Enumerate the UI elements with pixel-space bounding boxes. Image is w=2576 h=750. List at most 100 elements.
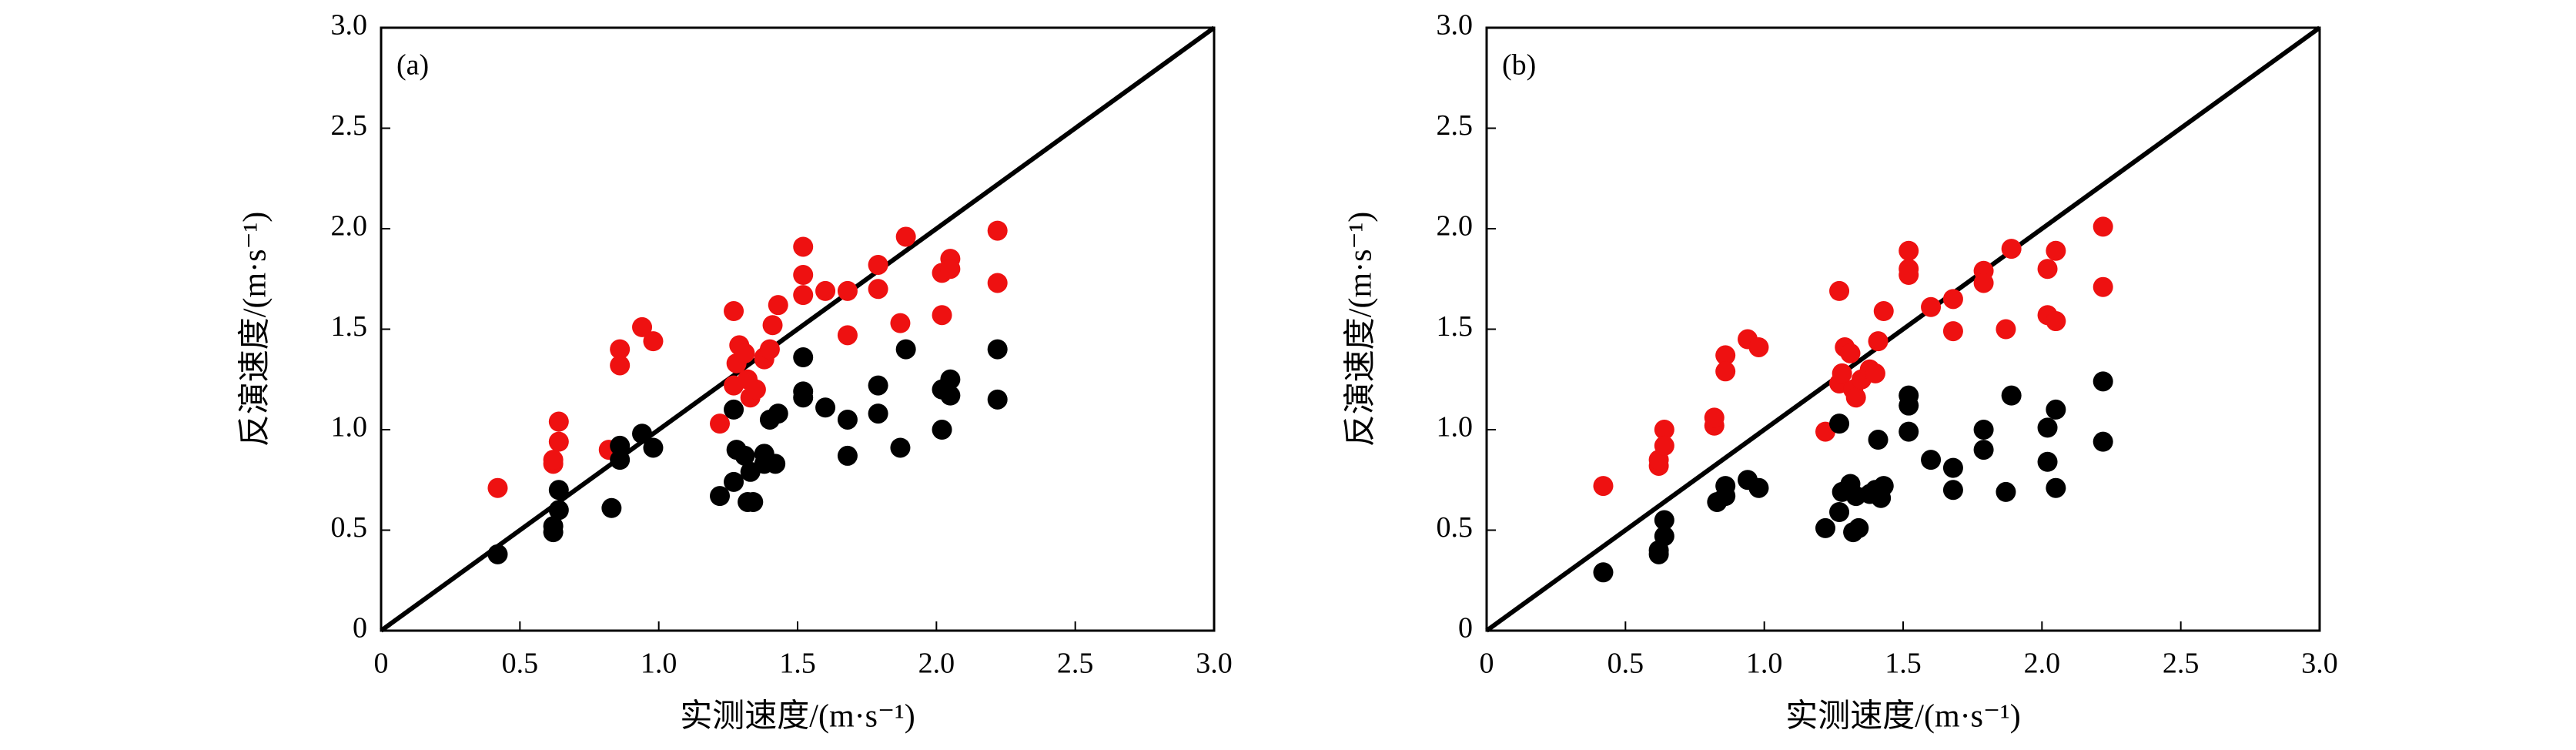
point xyxy=(610,435,631,456)
y-axis-label: 反演速度/(m·s⁻¹) xyxy=(238,212,273,447)
point xyxy=(759,339,780,360)
point xyxy=(2093,371,2113,392)
point xyxy=(895,226,916,247)
point xyxy=(895,339,916,360)
point xyxy=(987,220,1008,241)
point xyxy=(2037,259,2058,280)
x-axis-label: 实测速度/(m·s⁻¹) xyxy=(680,698,915,735)
point xyxy=(1921,296,1942,317)
y-tick-label: 2.5 xyxy=(1437,109,1474,142)
point xyxy=(940,385,961,406)
point xyxy=(745,379,766,400)
point xyxy=(1868,430,1889,450)
point xyxy=(610,355,631,376)
point xyxy=(1873,301,1894,322)
point xyxy=(1899,265,1919,286)
point xyxy=(1973,440,1994,460)
point xyxy=(548,480,569,501)
point xyxy=(793,285,814,306)
point xyxy=(987,389,1008,410)
point xyxy=(1873,476,1894,497)
point xyxy=(1832,363,1852,383)
panel: 0 0.5 1.0 1.5 2.0 2.5 3.0 0 0.5 1.0 1.5 2.0 2.5 3.0 (a… xyxy=(238,9,1233,735)
point xyxy=(987,273,1008,293)
point xyxy=(643,437,664,458)
point xyxy=(548,500,569,521)
y-tick-label: 3.0 xyxy=(331,9,368,42)
point xyxy=(1865,363,1885,383)
point xyxy=(734,343,755,363)
point xyxy=(1815,517,1836,538)
x-tick-label: 0.5 xyxy=(1607,648,1644,680)
point xyxy=(815,280,836,301)
point xyxy=(1973,420,1994,440)
point xyxy=(987,339,1008,360)
point xyxy=(548,411,569,432)
x-tick-label: 1.5 xyxy=(779,648,816,680)
point xyxy=(643,331,664,352)
point xyxy=(724,399,744,420)
point xyxy=(1942,480,1963,501)
point xyxy=(1973,273,1994,293)
y-tick-label: 0 xyxy=(353,612,367,645)
point xyxy=(837,409,858,430)
point xyxy=(793,265,814,286)
y-tick-label: 2.5 xyxy=(331,109,368,142)
point xyxy=(724,471,744,492)
point xyxy=(2037,451,2058,472)
point xyxy=(890,437,911,458)
point xyxy=(1899,421,1919,442)
point xyxy=(1840,343,1861,363)
point xyxy=(1942,289,1963,310)
panel-label: (a) xyxy=(396,49,429,82)
point xyxy=(734,445,755,466)
reference-line xyxy=(1485,25,2321,633)
point xyxy=(932,305,952,326)
point xyxy=(932,420,952,440)
point xyxy=(868,375,888,396)
point xyxy=(487,477,508,498)
panel: 0 0.5 1.0 1.5 2.0 2.5 3.0 0 0.5 1.0 1.5 2.0 2.5 3.0 (b… xyxy=(1343,9,2338,735)
point xyxy=(1829,280,1850,301)
x-tick-label: 0 xyxy=(1480,648,1494,680)
point xyxy=(768,295,788,316)
y-tick-label: 2.0 xyxy=(1437,210,1474,243)
point xyxy=(793,381,814,402)
y-tick-label: 1.0 xyxy=(1437,411,1474,444)
x-tick-label: 2.5 xyxy=(2163,648,2200,680)
y-axis-label: 反演速度/(m·s⁻¹) xyxy=(1343,212,1379,447)
point xyxy=(1704,407,1725,428)
point xyxy=(1848,517,1869,538)
x-tick-label: 2.0 xyxy=(2024,648,2061,680)
point xyxy=(1899,240,1919,261)
point xyxy=(940,369,961,390)
plot-frame xyxy=(380,26,1216,632)
point xyxy=(543,516,564,537)
point xyxy=(1593,476,1614,497)
point xyxy=(610,450,631,470)
point xyxy=(2046,311,2066,332)
point xyxy=(1942,321,1963,342)
point xyxy=(1654,510,1674,531)
point xyxy=(1593,562,1614,583)
point xyxy=(2093,276,2113,297)
point xyxy=(2093,431,2113,452)
point xyxy=(632,424,653,444)
point xyxy=(601,497,622,518)
point xyxy=(1654,420,1674,440)
point xyxy=(793,347,814,368)
point xyxy=(868,254,888,275)
point xyxy=(548,431,569,452)
point xyxy=(890,313,911,333)
point xyxy=(1868,331,1889,352)
point xyxy=(1829,502,1850,523)
point xyxy=(2037,417,2058,438)
panel-label: (b) xyxy=(1502,49,1536,82)
point xyxy=(837,280,858,301)
x-tick-label: 0 xyxy=(374,648,389,680)
y-tick-label: 2.0 xyxy=(331,210,368,243)
y-tick-label: 0 xyxy=(1458,612,1473,645)
x-tick-label: 3.0 xyxy=(2301,648,2338,680)
x-tick-label: 2.5 xyxy=(1057,648,1094,680)
